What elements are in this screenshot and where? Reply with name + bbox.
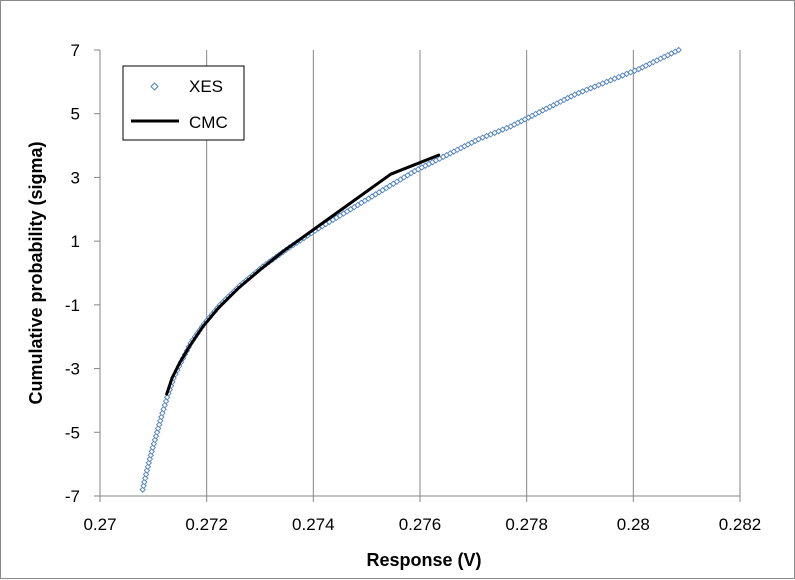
x-tick-label: 0.28 [617, 515, 650, 534]
xes-point [159, 409, 166, 417]
y-tick-label: -3 [65, 360, 80, 379]
legend: XES CMC [122, 65, 245, 141]
xes-point [141, 474, 149, 482]
axes [94, 49, 741, 502]
xes-point [153, 429, 161, 436]
y-tick-label: 1 [71, 232, 80, 251]
xes-point [157, 417, 164, 425]
legend-cmc-label: CMC [189, 113, 228, 132]
legend-box [122, 65, 245, 141]
y-tick-label: 3 [71, 168, 80, 187]
gridlines [206, 50, 741, 496]
x-axis-title: Response (V) [366, 550, 481, 570]
xes-point [675, 46, 682, 54]
legend-xes-marker [150, 82, 159, 91]
legend-xes-label: XES [189, 77, 223, 96]
xes-point [144, 463, 152, 470]
x-tick-label: 0.27 [83, 515, 116, 534]
xes-point [162, 397, 170, 405]
xes-point [160, 405, 167, 413]
x-tick-label: 0.274 [292, 515, 335, 534]
y-tick-label: -1 [65, 296, 80, 315]
x-tick-label: 0.276 [399, 515, 442, 534]
y-axis-title: Cumulative probability (sigma) [26, 141, 46, 404]
xes-point [149, 444, 157, 451]
cmc-line [165, 153, 441, 396]
xes-point [150, 440, 158, 447]
x-tick-label: 0.278 [505, 515, 548, 534]
y-tick-label: 5 [71, 105, 80, 124]
y-tick-label: -7 [65, 487, 80, 506]
y-tick-label: -5 [65, 423, 80, 442]
x-tick-label: 0.282 [719, 515, 762, 534]
x-tick-label: 0.272 [185, 515, 228, 534]
tick-labels: 0.27 0.272 0.274 0.276 0.278 0.28 0.282 7 5 3 1 -1 -… [65, 41, 761, 534]
xes-point [161, 401, 169, 409]
xes-point [155, 421, 163, 428]
xes-point [142, 471, 150, 478]
data-series [139, 46, 682, 493]
y-tick-label: 7 [71, 41, 80, 60]
xes-point [151, 436, 159, 444]
